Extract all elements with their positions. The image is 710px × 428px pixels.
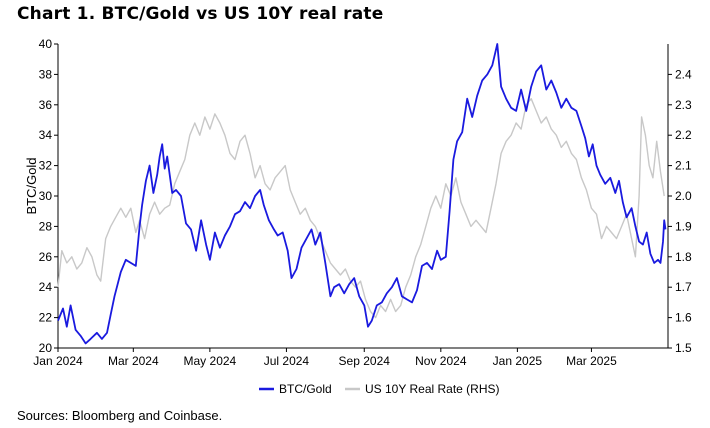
x-tick-label: Jul 2024 <box>264 354 310 368</box>
legend-label-real-rate: US 10Y Real Rate (RHS) <box>365 382 500 396</box>
right-tick-label: 2.2 <box>675 128 692 142</box>
x-tick-label: Sep 2024 <box>339 354 391 368</box>
right-tick-label: 1.7 <box>675 280 692 294</box>
chart-title: Chart 1. BTC/Gold vs US 10Y real rate <box>17 4 384 24</box>
x-axis: Jan 2024 Mar 2024 May 2024 Jul 2024 Sep 2024… <box>33 348 617 368</box>
left-tick-label: 32 <box>39 159 53 173</box>
left-tick-label: 28 <box>39 219 53 233</box>
right-tick-label: 2.1 <box>675 159 692 173</box>
right-tick-label: 1.5 <box>675 341 692 355</box>
right-tick-label: 2.4 <box>675 67 692 81</box>
legend: BTC/Gold US 10Y Real Rate (RHS) <box>259 382 500 396</box>
left-tick-label: 34 <box>39 128 53 142</box>
right-tick-label: 1.8 <box>675 250 692 264</box>
right-tick-label: 1.6 <box>675 311 692 325</box>
left-tick-label: 38 <box>39 67 53 81</box>
left-tick-label: 20 <box>39 341 53 355</box>
left-axis: 20 22 24 26 28 30 32 34 36 38 40 <box>39 37 58 355</box>
right-tick-label: 2.3 <box>675 98 692 112</box>
x-tick-label: Jan 2024 <box>33 354 83 368</box>
left-tick-label: 40 <box>39 37 53 51</box>
x-tick-label: Mar 2025 <box>566 354 617 368</box>
left-tick-label: 36 <box>39 98 53 112</box>
right-tick-label: 2.0 <box>675 189 692 203</box>
x-tick-label: Nov 2024 <box>415 354 467 368</box>
x-tick-label: Jan 2025 <box>493 354 543 368</box>
left-tick-label: 26 <box>39 250 53 264</box>
left-tick-label: 30 <box>39 189 53 203</box>
series-line-real-rate <box>57 98 665 319</box>
legend-label-btc-gold: BTC/Gold <box>279 382 332 396</box>
left-tick-label: 24 <box>39 280 53 294</box>
x-tick-label: Mar 2024 <box>108 354 159 368</box>
series-line-btc-gold <box>57 43 667 345</box>
y-axis-label: BTC/Gold <box>24 157 39 214</box>
right-axis: 1.5 1.6 1.7 1.8 1.9 2.0 2.1 2.2 2.3 2.4 <box>668 67 692 355</box>
left-tick-label: 22 <box>39 311 53 325</box>
x-tick-label: May 2024 <box>184 354 237 368</box>
right-tick-label: 1.9 <box>675 219 692 233</box>
source-note: Sources: Bloomberg and Coinbase. <box>17 408 223 423</box>
